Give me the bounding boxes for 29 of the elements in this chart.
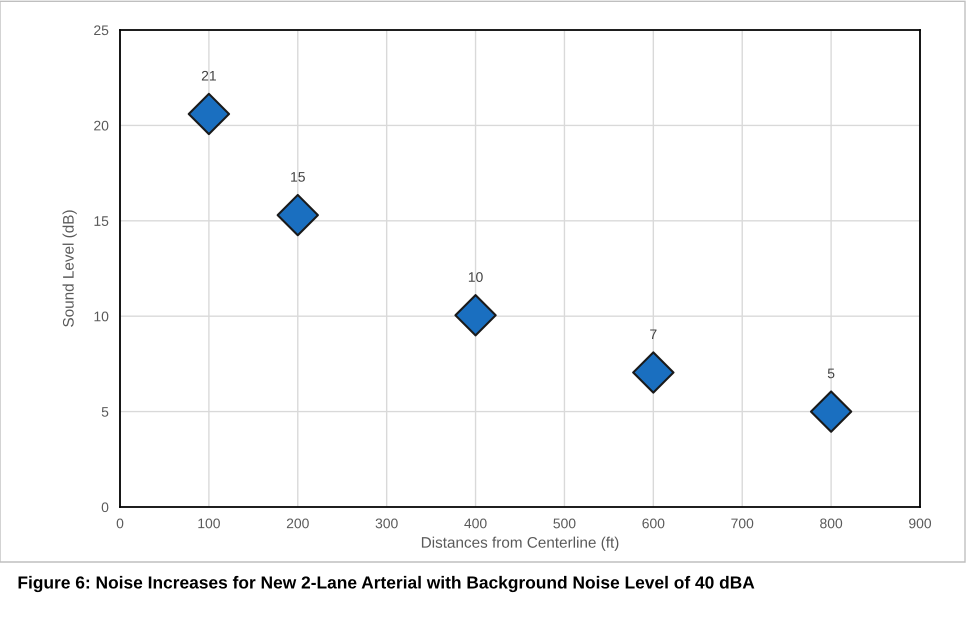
point: [810, 390, 852, 433]
data-label: 7: [650, 329, 656, 340]
data-label: 15: [291, 172, 305, 182]
x-axis-title: Distances from Centerline (ft): [422, 536, 618, 551]
x-tick-label: 800: [820, 518, 842, 528]
x-tick-label: 900: [909, 518, 932, 528]
x-tick-label: 400: [464, 518, 487, 528]
x-tick-label: 200: [286, 518, 309, 528]
x-tick-label: 0: [116, 518, 124, 528]
point: [276, 194, 319, 236]
data-label: 21: [202, 70, 216, 81]
y-tick-label: 10: [94, 312, 108, 322]
y-tick-label: 15: [94, 216, 108, 226]
y-tick-label: 5: [102, 407, 108, 417]
x-tick-label: 500: [553, 518, 576, 528]
data-label: 10: [468, 272, 483, 282]
y-axis-title: Sound Level (dB): [62, 210, 77, 327]
x-tick-label: 100: [198, 518, 220, 528]
data-label: 5: [828, 368, 834, 378]
x-tick-label: 300: [376, 518, 398, 528]
y-tick-label: 20: [94, 120, 108, 131]
point: [188, 92, 230, 136]
x-tick-label: 600: [642, 518, 664, 528]
y-tick-label: 25: [94, 25, 108, 36]
x-tick-label: 700: [731, 518, 754, 528]
point: [632, 351, 675, 394]
y-tick-label: 0: [102, 502, 108, 512]
point: [454, 294, 497, 336]
caption: Figure 6: Noise Increases for New 2-Lane Arterial with Background Noise Level of 40 dBA: [18, 576, 754, 592]
